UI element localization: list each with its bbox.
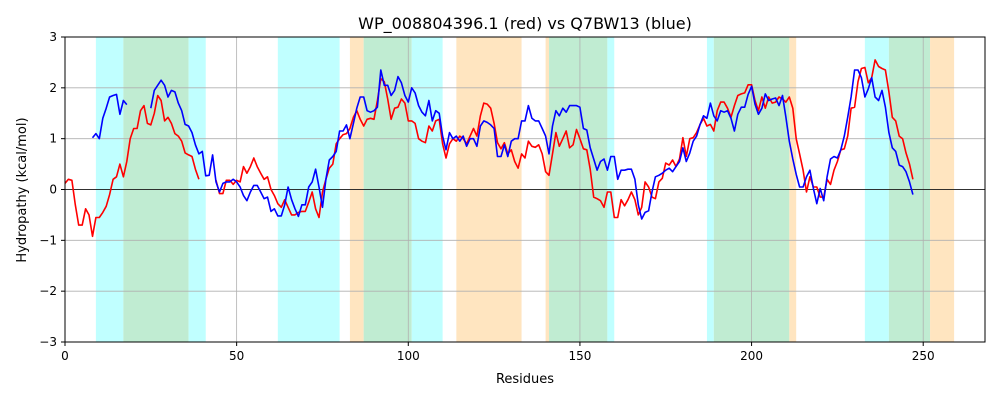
plot-area: 0 50 100 150 200 250 −3 −2 −1 0 1 2 3 [39,30,986,363]
red-series-line [215,59,914,219]
x-tick-label: 50 [229,349,244,363]
chart-title: WP_008804396.1 (red) vs Q7BW13 (blue) [358,14,692,34]
x-tick-label: 100 [397,349,420,363]
y-tick-label: 2 [49,81,57,95]
red-series-line [64,94,200,238]
y-tick-label: −1 [39,233,57,247]
x-tick-label: 150 [568,349,591,363]
blue-series-line [91,93,128,140]
y-tick-label: 3 [49,30,57,44]
y-tick-label: −2 [39,284,57,298]
y-tick-label: 1 [49,132,57,146]
x-axis-label: Residues [496,372,554,387]
y-tick-label: 0 [49,183,57,197]
x-tick-label: 250 [912,349,935,363]
y-axis-label: Hydropathy (kcal/mol) [15,117,30,262]
x-tick-label: 200 [740,349,763,363]
blue-series-line [150,69,914,220]
y-tick-label: −3 [39,335,57,349]
x-tick-label: 0 [61,349,69,363]
